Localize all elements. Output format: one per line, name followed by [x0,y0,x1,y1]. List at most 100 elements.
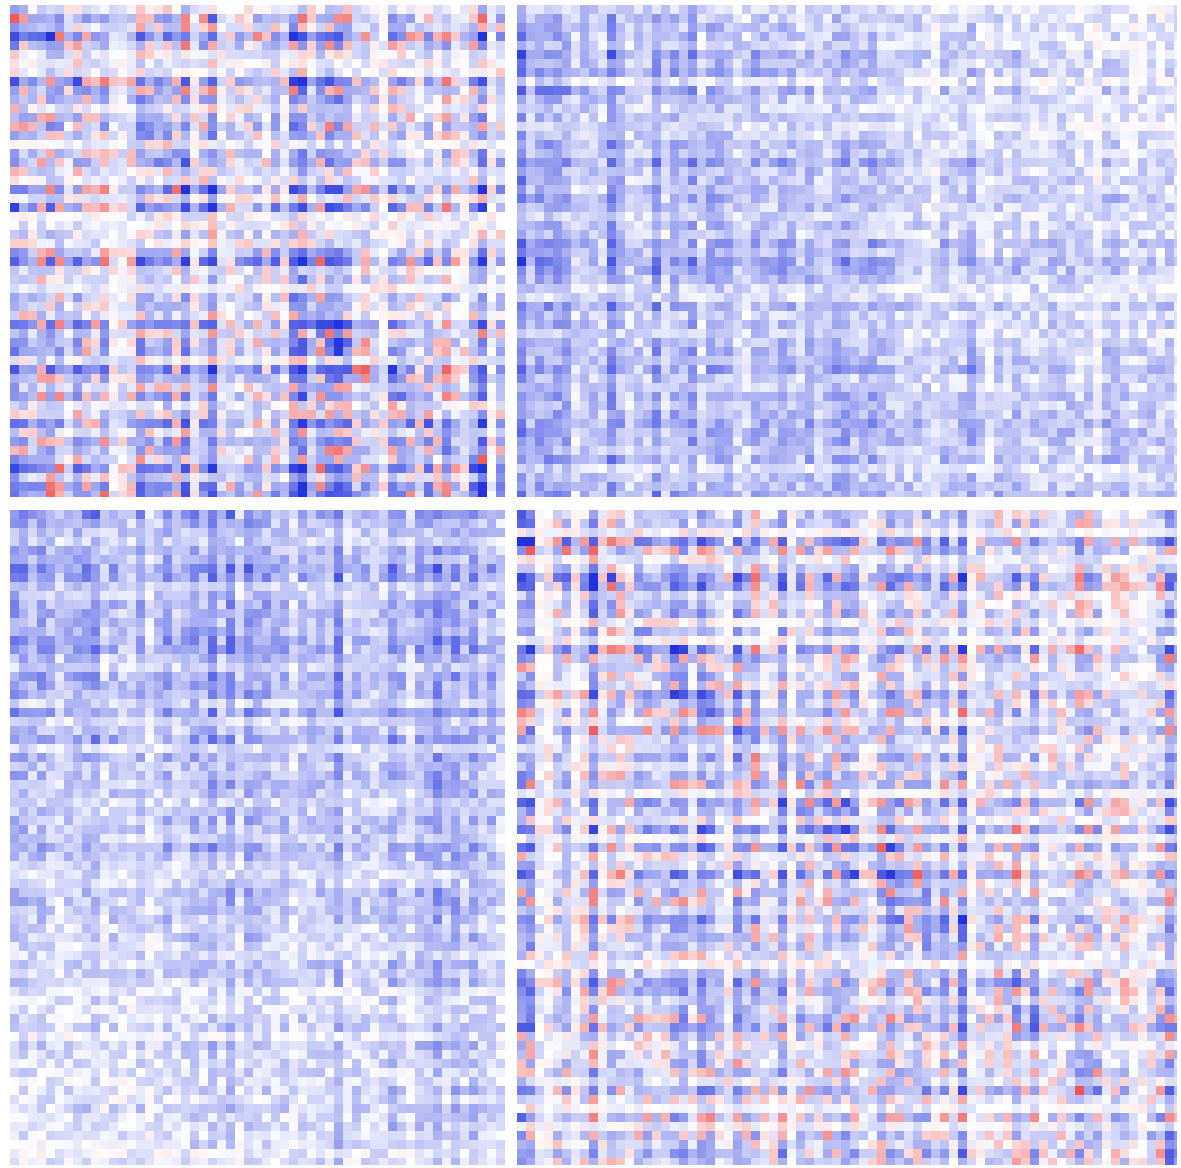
heatmap-cell [397,221,406,230]
heatmap-cell [190,104,199,113]
heatmap-cell [496,176,505,185]
heatmap-cell [496,158,505,167]
heatmap-cell [145,320,154,329]
heatmap-cell [298,23,307,32]
heatmap-cell [451,239,460,248]
heatmap-cell [136,194,145,203]
heatmap-cell [100,266,109,275]
heatmap-cell [352,149,361,158]
heatmap-cell [967,86,976,95]
heatmap-cell [442,41,451,50]
heatmap-cell [1030,203,1039,212]
heatmap-cell [1138,104,1147,113]
heatmap-cell [55,302,64,311]
heatmap-cell [397,329,406,338]
heatmap-cell [91,338,100,347]
heatmap-cell [334,167,343,176]
heatmap-cell [478,446,487,455]
heatmap-cell [91,68,100,77]
heatmap-cell [796,104,805,113]
heatmap-cell [1021,149,1030,158]
heatmap-cell [652,113,661,122]
heatmap-cell [172,41,181,50]
heatmap-cell [841,68,850,77]
heatmap-cell [325,482,334,491]
heatmap-cell [424,203,433,212]
heatmap-cell [415,131,424,140]
heatmap-cell [379,185,388,194]
heatmap-cell [661,212,670,221]
heatmap-cell [1156,41,1165,50]
heatmap-cell [487,347,496,356]
heatmap-cell [370,446,379,455]
heatmap-cell [37,185,46,194]
heatmap-cell [1129,176,1138,185]
heatmap-cell [487,5,496,14]
heatmap-cell [307,248,316,257]
heatmap-cell [181,338,190,347]
heatmap-cell [379,203,388,212]
heatmap-cell [616,5,625,14]
heatmap-cell [460,473,469,482]
heatmap-cell [361,59,370,68]
heatmap-cell [886,140,895,149]
heatmap-cell [262,329,271,338]
heatmap-cell [19,5,28,14]
heatmap-cell [91,401,100,410]
heatmap-cell [163,329,172,338]
heatmap-cell [715,14,724,23]
heatmap-cell [778,32,787,41]
heatmap-cell [433,23,442,32]
heatmap-cell [136,410,145,419]
heatmap-cell [913,86,922,95]
heatmap-cell [199,5,208,14]
heatmap-cell [478,122,487,131]
heatmap-cell [82,77,91,86]
heatmap-cell [487,140,496,149]
heatmap-cell [199,86,208,95]
heatmap-cell [82,473,91,482]
heatmap-cell [535,95,544,104]
heatmap-cell [1075,5,1084,14]
heatmap-cell [1030,176,1039,185]
heatmap-cell [145,77,154,86]
heatmap-cell [1066,203,1075,212]
heatmap-cell [1111,68,1120,77]
heatmap-cell [769,77,778,86]
heatmap-cell [46,5,55,14]
heatmap-cell [589,131,598,140]
heatmap-cell [562,221,571,230]
heatmap-cell [442,248,451,257]
heatmap-cell [73,32,82,41]
heatmap-cell [298,176,307,185]
heatmap-cell [451,347,460,356]
heatmap-cell [64,95,73,104]
heatmap-cell [607,203,616,212]
heatmap-cell [670,230,679,239]
heatmap-cell [850,158,859,167]
heatmap-cell [787,77,796,86]
heatmap-cell [91,122,100,131]
heatmap-cell [922,185,931,194]
heatmap-cell [487,320,496,329]
heatmap-cell [343,149,352,158]
heatmap-cell [706,131,715,140]
heatmap-cell [460,392,469,401]
heatmap-cell [307,14,316,23]
heatmap-cell [325,68,334,77]
heatmap-cell [19,383,28,392]
heatmap-cell [1012,230,1021,239]
heatmap-cell [922,95,931,104]
heatmap-cell [415,176,424,185]
heatmap-cell [379,491,388,497]
heatmap-cell [379,428,388,437]
heatmap-cell [271,86,280,95]
heatmap-cell [1039,95,1048,104]
heatmap-cell [46,482,55,491]
heatmap-cell [733,14,742,23]
heatmap-cell [352,446,361,455]
heatmap-cell [868,113,877,122]
heatmap-cell [553,167,562,176]
heatmap-cell [19,239,28,248]
heatmap-cell [904,50,913,59]
